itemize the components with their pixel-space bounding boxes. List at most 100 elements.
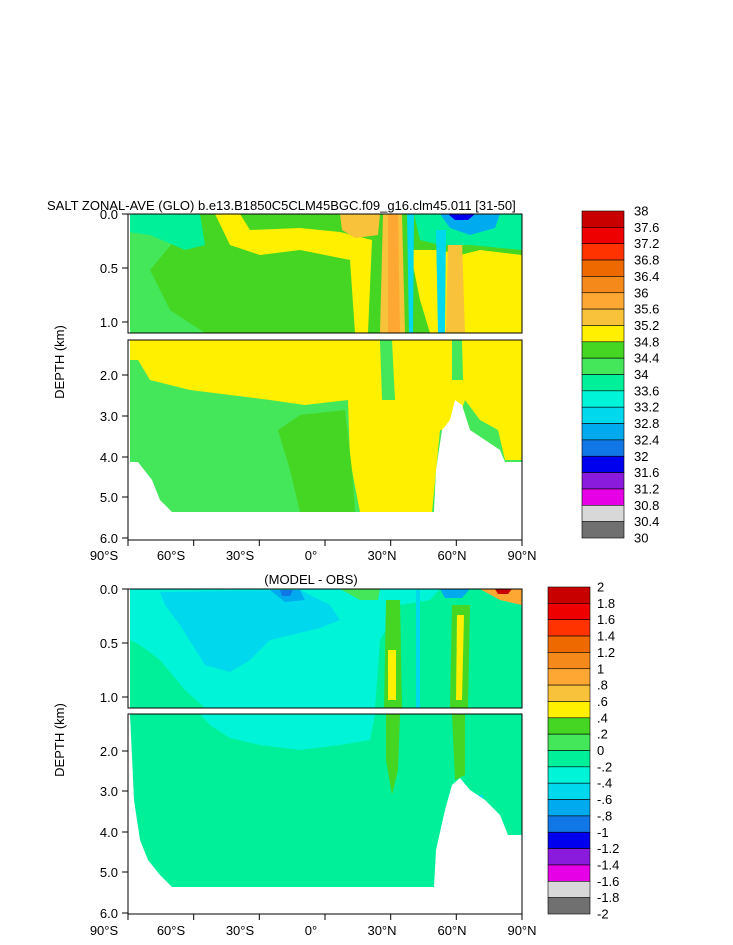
colorbar-label: 1.4 bbox=[597, 629, 615, 644]
salinity-region bbox=[278, 410, 355, 512]
colorbar-swatch bbox=[547, 701, 591, 719]
colorbar-label: 35.6 bbox=[634, 302, 659, 317]
y-axis-ticks: 0.0 0.5 1.0 2.0 3.0 4.0 5.0 6.0 bbox=[100, 582, 128, 921]
colorbar-label: 0 bbox=[597, 743, 604, 758]
y-tick-label: 3.0 bbox=[100, 784, 118, 799]
colorbar-swatch bbox=[547, 635, 591, 653]
colorbar-label: 33.6 bbox=[634, 383, 659, 398]
x-tick-label: 30°S bbox=[226, 923, 255, 938]
salinity-region bbox=[130, 340, 522, 512]
colorbar-label: 34.8 bbox=[634, 334, 659, 349]
y-tick-label: 1.0 bbox=[100, 690, 118, 705]
colorbar-swatch bbox=[547, 799, 591, 817]
colorbar-swatch bbox=[547, 750, 591, 768]
salinity-region bbox=[380, 340, 395, 400]
x-tick-label: 90°N bbox=[507, 548, 536, 563]
colorbar-swatch bbox=[547, 848, 591, 866]
colorbar-swatch bbox=[581, 521, 625, 539]
colorbar-swatch bbox=[581, 292, 625, 310]
x-tick-label: 0° bbox=[305, 923, 317, 938]
unsampled-region bbox=[128, 214, 130, 333]
salinity-region bbox=[407, 214, 414, 333]
colorbar-label: 32 bbox=[634, 449, 648, 464]
y-tick-label: 4.0 bbox=[100, 825, 118, 840]
y-tick-label: 6.0 bbox=[100, 531, 118, 546]
y-axis-label: DEPTH (km) bbox=[52, 703, 67, 777]
x-tick-label: 30°N bbox=[367, 548, 396, 563]
colorbar-swatch bbox=[581, 504, 625, 522]
colorbar-swatch bbox=[581, 390, 625, 408]
colorbar-swatch bbox=[581, 439, 625, 457]
salinity-region bbox=[388, 214, 400, 333]
colorbar-swatch bbox=[547, 733, 591, 751]
anomaly-region bbox=[452, 714, 465, 780]
y-tick-label: 1.0 bbox=[100, 315, 118, 330]
colorbar-label: 38 bbox=[634, 204, 648, 219]
colorbar-label: 31.2 bbox=[634, 481, 659, 496]
y-tick-label: 2.0 bbox=[100, 744, 118, 759]
y-axis-label: DEPTH (km) bbox=[52, 325, 67, 399]
anomaly-region bbox=[480, 589, 522, 605]
lower-panel bbox=[127, 713, 523, 915]
colorbar-swatch bbox=[547, 668, 591, 686]
salinity-region bbox=[215, 214, 372, 333]
x-tick-label: 30°S bbox=[226, 548, 255, 563]
x-axis-ticks: 90°S 60°S 30°S 0° 30°N 60°N 90°N bbox=[90, 914, 537, 938]
salinity-region bbox=[448, 214, 475, 220]
y-axis-ticks: 0.0 0.5 1.0 2.0 3.0 4.0 5.0 6.0 bbox=[100, 207, 128, 546]
salinity-region bbox=[410, 250, 522, 333]
colorbar-label: 37.2 bbox=[634, 236, 659, 251]
colorbar-label: 1.2 bbox=[597, 645, 615, 660]
colorbar-label: .4 bbox=[597, 710, 608, 725]
anomaly-region bbox=[280, 590, 293, 596]
colorbar: 21.81.61.41.21.8.6.4.20-.2-.4-.6-.8-1-1.… bbox=[547, 580, 619, 922]
colorbar-label: 37.6 bbox=[634, 220, 659, 235]
panel-frame bbox=[127, 213, 523, 334]
colorbar-label: -1.6 bbox=[597, 874, 619, 889]
colorbar-label: -.4 bbox=[597, 776, 612, 791]
colorbar-swatch bbox=[581, 243, 625, 261]
colorbar-label: 32.4 bbox=[634, 432, 659, 447]
colorbar-label: 33.2 bbox=[634, 400, 659, 415]
colorbar-swatch bbox=[581, 308, 625, 326]
salinity-region bbox=[340, 214, 380, 238]
colorbar-swatch bbox=[547, 652, 591, 670]
colorbar-label: -2 bbox=[597, 907, 609, 922]
figure-salt: SALT ZONAL-AVE (GLO) b.e13.B1850C5CLM45B… bbox=[47, 198, 659, 563]
anomaly-region bbox=[386, 714, 400, 795]
figure-title: SALT ZONAL-AVE (GLO) b.e13.B1850C5CLM45B… bbox=[47, 198, 516, 213]
colorbar-swatch bbox=[547, 603, 591, 620]
colorbar-label: -1.2 bbox=[597, 841, 619, 856]
anomaly-region bbox=[495, 589, 512, 594]
anomaly-region bbox=[340, 589, 380, 600]
colorbar-label: 34 bbox=[634, 367, 648, 382]
colorbar-swatch bbox=[547, 831, 591, 849]
colorbar-swatch bbox=[581, 357, 625, 375]
y-tick-label: 2.0 bbox=[100, 368, 118, 383]
y-tick-label: 4.0 bbox=[100, 450, 118, 465]
y-tick-label: 0.5 bbox=[100, 261, 118, 276]
x-tick-label: 60°N bbox=[437, 923, 466, 938]
colorbar-swatch bbox=[581, 455, 625, 473]
colorbar-swatch bbox=[581, 488, 625, 506]
colorbar-label: 35.2 bbox=[634, 318, 659, 333]
colorbar-swatch bbox=[581, 472, 625, 490]
colorbar-label: 36.4 bbox=[634, 269, 659, 284]
y-tick-label: 0.5 bbox=[100, 636, 118, 651]
salinity-region bbox=[436, 230, 446, 333]
colorbar-label: 31.6 bbox=[634, 465, 659, 480]
x-tick-label: 30°N bbox=[367, 923, 396, 938]
colorbar-swatch bbox=[547, 717, 591, 735]
y-tick-label: 3.0 bbox=[100, 409, 118, 424]
colorbar-label: .2 bbox=[597, 727, 608, 742]
x-axis-ticks: 90°S 60°S 30°S 0° 30°N 60°N 90°N bbox=[90, 540, 537, 563]
colorbar-label: 1.8 bbox=[597, 596, 615, 611]
colorbar-swatch bbox=[581, 374, 625, 392]
anomaly-region bbox=[160, 590, 340, 672]
figure-difference: (MODEL - OBS) DEPTH (km) bbox=[52, 572, 619, 938]
colorbar-swatch bbox=[547, 782, 591, 800]
colorbar-label: -.6 bbox=[597, 792, 612, 807]
colorbar-label: 36.8 bbox=[634, 253, 659, 268]
colorbar-swatch bbox=[547, 897, 591, 915]
